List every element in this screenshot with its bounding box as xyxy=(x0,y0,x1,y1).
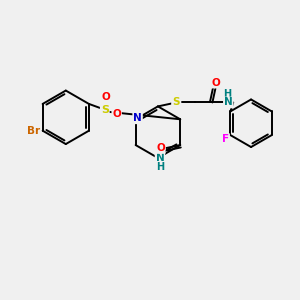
Text: S: S xyxy=(101,105,109,115)
Text: O: O xyxy=(101,92,110,102)
Text: O: O xyxy=(211,78,220,88)
Text: S: S xyxy=(172,98,179,107)
Text: N: N xyxy=(133,113,142,123)
Text: N: N xyxy=(224,98,233,107)
Text: H: H xyxy=(156,162,164,172)
Text: H: H xyxy=(223,88,231,98)
Text: F: F xyxy=(222,134,229,144)
Text: O: O xyxy=(156,143,165,153)
Text: Br: Br xyxy=(27,126,40,136)
Text: O: O xyxy=(112,109,121,119)
Text: N: N xyxy=(155,153,164,163)
